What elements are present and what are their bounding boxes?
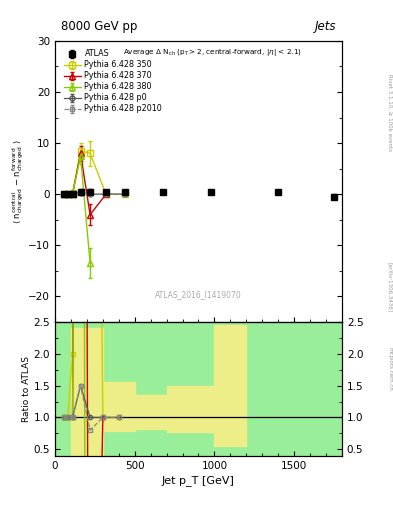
Text: mcplots.cern.ch: mcplots.cern.ch: [387, 347, 392, 391]
Text: Jets: Jets: [315, 19, 336, 33]
Legend: ATLAS, Pythia 6.428 350, Pythia 6.428 370, Pythia 6.428 380, Pythia 6.428 p0, Py: ATLAS, Pythia 6.428 350, Pythia 6.428 37…: [62, 48, 164, 115]
Text: 8000 GeV pp: 8000 GeV pp: [61, 19, 137, 33]
Text: [arXiv:1306.3436]: [arXiv:1306.3436]: [387, 262, 392, 312]
Y-axis label: Ratio to ATLAS: Ratio to ATLAS: [22, 356, 31, 422]
Text: Rivet 3.1.10, ≥ 100k events: Rivet 3.1.10, ≥ 100k events: [387, 74, 392, 151]
Y-axis label: $\langle$ n$^{\mathsf{central}}_{\mathsf{charged}}$ $-$ n$^{\mathsf{forward}}_{\: $\langle$ n$^{\mathsf{central}}_{\mathsf…: [10, 139, 26, 224]
X-axis label: Jet p_T [GeV]: Jet p_T [GeV]: [162, 475, 235, 485]
Text: ATLAS_2016_I1419070: ATLAS_2016_I1419070: [155, 290, 242, 300]
Text: Average $\Delta$ N$_{\mathsf{ch}}$ (p$_{\mathsf{T}}$$>$2, central-forward, |$\et: Average $\Delta$ N$_{\mathsf{ch}}$ (p$_{…: [123, 47, 302, 57]
